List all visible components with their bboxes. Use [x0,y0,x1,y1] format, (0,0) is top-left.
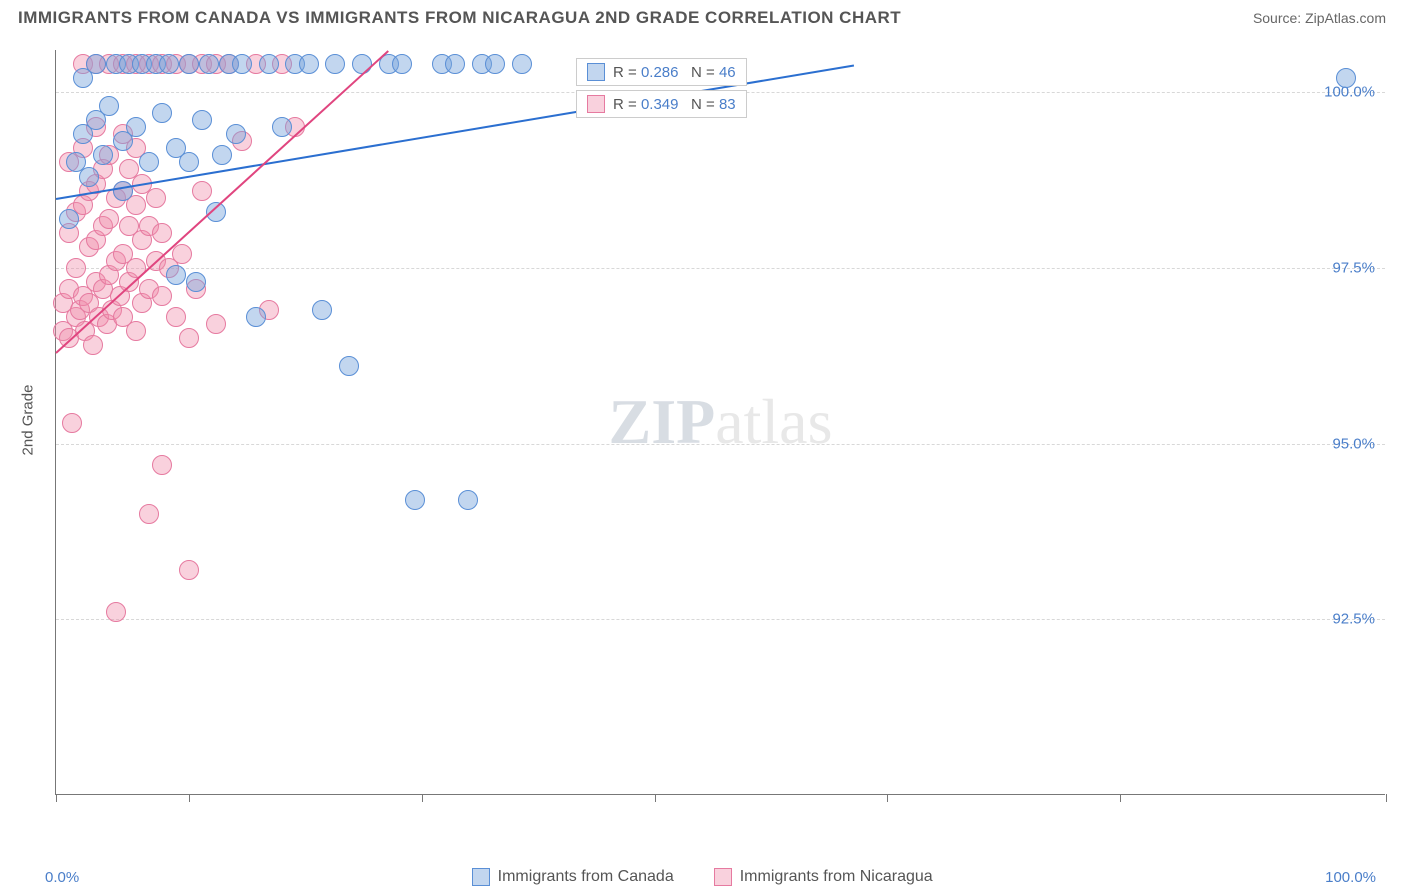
point-canada [192,110,212,130]
point-canada [352,54,372,74]
point-canada [126,117,146,137]
point-nicaragua [172,244,192,264]
chart-title: IMMIGRANTS FROM CANADA VS IMMIGRANTS FRO… [18,8,901,28]
point-nicaragua [192,181,212,201]
point-canada [299,54,319,74]
bottom-bar: 0.0% Immigrants from Canada Immigrants f… [0,868,1406,886]
legend-label: Immigrants from Nicaragua [740,868,933,886]
point-canada [312,300,332,320]
point-canada [485,54,505,74]
point-canada [86,54,106,74]
source-label: Source: ZipAtlas.com [1253,10,1386,26]
point-canada [325,54,345,74]
point-nicaragua [179,328,199,348]
point-canada [212,145,232,165]
point-canada [166,265,186,285]
point-nicaragua [152,223,172,243]
x-tick [1120,794,1121,802]
point-canada [405,490,425,510]
point-nicaragua [206,314,226,334]
point-canada [186,272,206,292]
swatch-icon [472,868,490,886]
point-canada [179,54,199,74]
x-tick [655,794,656,802]
point-canada [512,54,532,74]
point-canada [339,356,359,376]
swatch-icon [587,63,605,81]
point-canada [99,96,119,116]
point-nicaragua [126,321,146,341]
swatch-icon [587,95,605,113]
point-canada [392,54,412,74]
point-canada [59,209,79,229]
y-tick-label: 92.5% [1332,611,1375,628]
point-canada [259,54,279,74]
point-canada [1336,68,1356,88]
point-canada [272,117,292,137]
stats-box-nicaragua: R = 0.349 N = 83 [576,90,747,118]
point-nicaragua [166,307,186,327]
point-canada [159,54,179,74]
point-nicaragua [179,560,199,580]
chart-plot-area: ZIPatlas 100.0%97.5%95.0%92.5%R = 0.286 … [55,50,1385,795]
point-canada [199,54,219,74]
x-tick [56,794,57,802]
point-canada [458,490,478,510]
legend-label: Immigrants from Canada [498,868,674,886]
point-nicaragua [66,258,86,278]
point-canada [232,54,252,74]
point-nicaragua [152,286,172,306]
legend-item-canada: Immigrants from Canada [472,868,674,886]
y-tick-label: 95.0% [1332,435,1375,452]
point-canada [445,54,465,74]
x-tick [189,794,190,802]
x-tick [887,794,888,802]
watermark: ZIPatlas [609,385,833,459]
y-axis-label: 2nd Grade [20,385,37,456]
legend: Immigrants from Canada Immigrants from N… [472,868,933,886]
x-tick [1386,794,1387,802]
point-canada [246,307,266,327]
point-canada [152,103,172,123]
stats-text: R = 0.349 N = 83 [613,96,736,113]
point-nicaragua [139,504,159,524]
point-nicaragua [83,335,103,355]
point-canada [139,152,159,172]
y-tick-label: 97.5% [1332,259,1375,276]
point-nicaragua [106,602,126,622]
x-tick [422,794,423,802]
swatch-icon [714,868,732,886]
stats-box-canada: R = 0.286 N = 46 [576,58,747,86]
gridline [56,268,1385,269]
stats-text: R = 0.286 N = 46 [613,64,736,81]
x-min-label: 0.0% [45,869,79,886]
point-canada [179,152,199,172]
x-max-label: 100.0% [1325,869,1376,886]
point-nicaragua [152,455,172,475]
gridline [56,444,1385,445]
legend-item-nicaragua: Immigrants from Nicaragua [714,868,933,886]
gridline [56,619,1385,620]
point-canada [93,145,113,165]
point-canada [79,167,99,187]
point-nicaragua [146,188,166,208]
point-nicaragua [99,209,119,229]
point-canada [226,124,246,144]
point-canada [113,181,133,201]
point-nicaragua [62,413,82,433]
